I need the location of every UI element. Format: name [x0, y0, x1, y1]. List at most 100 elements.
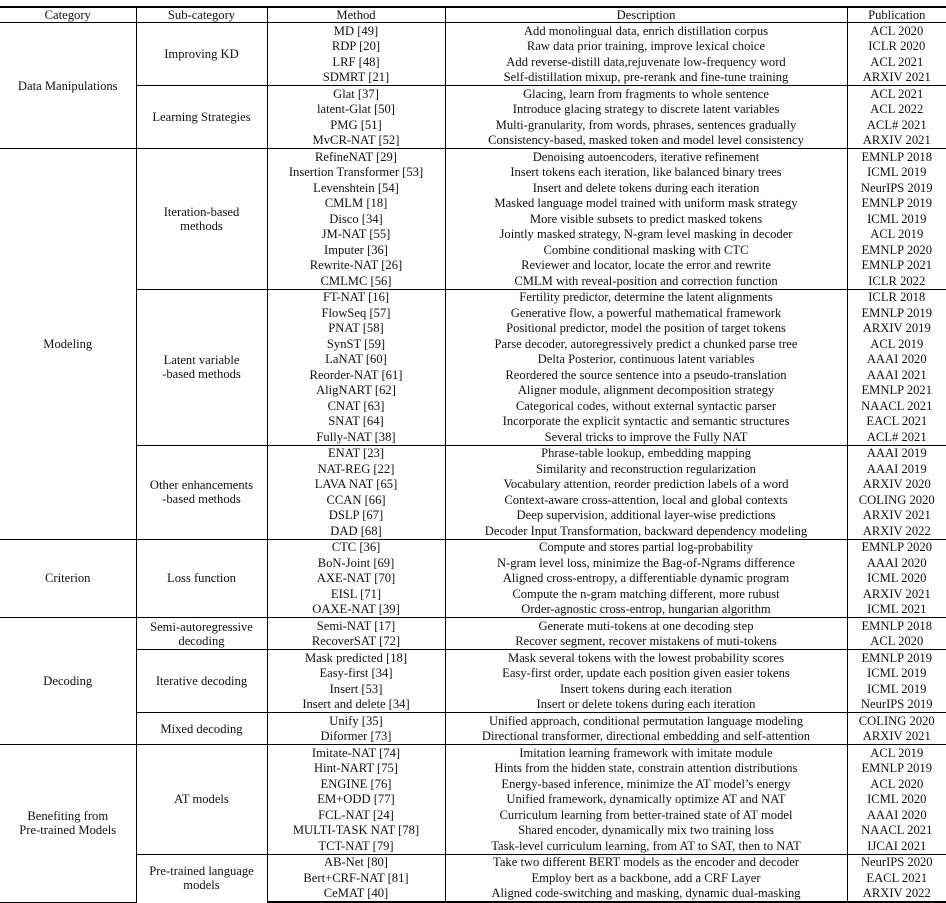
method-cell: Insertion Transformer [53] [266, 164, 445, 180]
publication-cell: EMNLP 2021 [846, 257, 946, 273]
publication-cell: AAAI 2020 [846, 555, 946, 571]
publication-cell: ICLR 2018 [846, 288, 946, 305]
header-subcategory: Sub-category [135, 6, 267, 23]
publication-cell: ACL 2021 [846, 85, 946, 102]
description-cell: Aligned cross-entropy, a differentiable … [444, 570, 847, 586]
method-cell: Disco [34] [266, 211, 445, 227]
publication-cell: ACL 2021 [846, 54, 946, 70]
category-cell: Data Manipulations [0, 22, 136, 149]
header-publication: Publication [846, 6, 946, 23]
publication-cell: NAACL 2021 [846, 822, 946, 838]
table-row: RecoverSAT [72] Recover segment, recover … [0, 633, 946, 650]
table-row: Reorder-NAT [61] Reordered the source sen… [0, 367, 946, 383]
description-cell: Deep supervision, additional layer-wise … [444, 507, 847, 523]
description-cell: Imitation learning framework with imitat… [444, 744, 847, 761]
description-cell: Generate muti-tokens at one decoding ste… [444, 617, 847, 634]
method-cell: DSLP [67] [266, 507, 445, 523]
publication-cell: EMNLP 2020 [846, 242, 946, 258]
description-cell: Unified framework, dynamically optimize … [444, 791, 847, 807]
publication-cell: NeurIPS 2019 [846, 180, 946, 196]
publication-cell: EMNLP 2019 [846, 649, 946, 666]
description-cell: Compute and stores partial log-probabili… [444, 538, 847, 555]
method-cell: TCT-NAT [79] [266, 838, 445, 854]
table-row: LaNAT [60] Delta Posterior, continuous la… [0, 351, 946, 367]
category-cell: Benefiting from Pre-trained Models [0, 744, 136, 903]
category-cell: Decoding [0, 617, 136, 745]
publication-cell: ARXIV 2019 [846, 320, 946, 336]
description-cell: Categorical codes, without external synt… [444, 398, 847, 414]
method-cell: SNAT [64] [266, 413, 445, 429]
header-method: Method [266, 6, 445, 23]
table-row: latent-Glat [50] Introduce glacing strate… [0, 101, 946, 117]
subcategory-cell: Latent variable -based methods [135, 288, 267, 445]
table-row: AXE-NAT [70] Aligned cross-entropy, a dif… [0, 570, 946, 586]
description-cell: Reordered the source sentence into a pse… [444, 367, 847, 383]
description-cell: Vocabulary attention, reorder prediction… [444, 476, 847, 492]
publication-cell: ICLR 2022 [846, 273, 946, 289]
method-cell: SynST [59] [266, 336, 445, 352]
publication-cell: ARXIV 2021 [846, 586, 946, 602]
header-category: Category [0, 6, 136, 23]
method-cell: OAXE-NAT [39] [266, 601, 445, 618]
publication-cell: AAAI 2019 [846, 461, 946, 477]
publication-cell: ARXIV 2020 [846, 476, 946, 492]
method-cell: Insert and delete [34] [266, 696, 445, 713]
publication-cell: ACL 2019 [846, 226, 946, 242]
description-cell: Introduce glacing strategy to discrete l… [444, 101, 847, 117]
subcategory-cell: AT models [135, 744, 267, 854]
description-cell: Consistency-based, masked token and mode… [444, 132, 847, 149]
method-cell: JM-NAT [55] [266, 226, 445, 242]
description-cell: Context-aware cross-attention, local and… [444, 492, 847, 508]
publication-cell: ARXIV 2021 [846, 69, 946, 86]
description-cell: Masked language model trained with unifo… [444, 195, 847, 211]
publication-cell: ACL 2022 [846, 101, 946, 117]
table-row: Decoding Semi-autoregressive decoding Semi… [0, 617, 946, 745]
publication-cell: ACL# 2021 [846, 117, 946, 133]
description-cell: Hints from the hidden state, constrain a… [444, 760, 847, 776]
description-cell: Aligner module, alignment decomposition … [444, 382, 847, 398]
publication-cell: ICML 2019 [846, 211, 946, 227]
description-cell: Denoising autoencoders, iterative refine… [444, 148, 847, 165]
table-row: MULTI-TASK NAT [78] Shared encoder, dynam… [0, 822, 946, 838]
table-row: CMLMC [56] CMLM with reveal-position and … [0, 273, 946, 289]
table-row: Diformer [73] Directional transformer, di… [0, 728, 946, 745]
method-cell: latent-Glat [50] [266, 101, 445, 117]
description-cell: Compute the n-gram matching different, m… [444, 586, 847, 602]
table-row: Pre-trained language models AB-Net [80] Ta… [0, 853, 946, 902]
method-cell: LRF [48] [266, 54, 445, 70]
table-row: Bert+CRF-NAT [81] Employ bert as a backbo… [0, 870, 946, 886]
table-row: Latent variable -based methods FT-NAT [16… [0, 288, 946, 445]
header-description: Description [444, 6, 847, 23]
publication-cell: EACL 2021 [846, 870, 946, 886]
method-cell: EISL [71] [266, 586, 445, 602]
method-cell: Mask predicted [18] [266, 649, 445, 666]
method-cell: MD [49] [266, 22, 445, 39]
publication-cell: NAACL 2021 [846, 398, 946, 414]
method-cell: MULTI-TASK NAT [78] [266, 822, 445, 838]
table-row: FlowSeq [57] Generative flow, a powerful … [0, 305, 946, 321]
table-row: RDP [20] Raw data prior training, improve… [0, 38, 946, 54]
description-cell: CMLM with reveal-position and correction… [444, 273, 847, 289]
description-cell: Fertility predictor, determine the laten… [444, 288, 847, 305]
category-cell: Criterion [0, 538, 136, 618]
table-row: Learning Strategies Glat [37] Glacing, lea… [0, 85, 946, 149]
method-cell: LAVA NAT [65] [266, 476, 445, 492]
table-row: CMLM [18] Masked language model trained w… [0, 195, 946, 211]
method-cell: Bert+CRF-NAT [81] [266, 870, 445, 886]
method-cell: Semi-NAT [17] [266, 617, 445, 634]
table-row: Fully-NAT [38] Several tricks to improve … [0, 429, 946, 445]
table-row: CNAT [63] Categorical codes, without exte… [0, 398, 946, 414]
method-cell: Reorder-NAT [61] [266, 367, 445, 383]
table-row: Modeling Iteration-based methods RefineNAT… [0, 148, 946, 540]
table-body: Data Manipulations Improving KD MD [49] Add… [0, 22, 946, 903]
description-cell: Glacing, learn from fragments to whole s… [444, 85, 847, 102]
description-cell: Add reverse-distill data,rejuvenate low-… [444, 54, 847, 70]
table-row: Imputer [36] Combine conditional masking … [0, 242, 946, 258]
publication-cell: EMNLP 2019 [846, 305, 946, 321]
method-cell: Rewrite-NAT [26] [266, 257, 445, 273]
publication-cell: AAAI 2021 [846, 367, 946, 383]
method-cell: PMG [51] [266, 117, 445, 133]
publication-cell: ARXIV 2021 [846, 728, 946, 745]
table-row: Insertion Transformer [53] Insert tokens … [0, 164, 946, 180]
table-row: ENGINE [76] Energy-based inference, minim… [0, 776, 946, 792]
